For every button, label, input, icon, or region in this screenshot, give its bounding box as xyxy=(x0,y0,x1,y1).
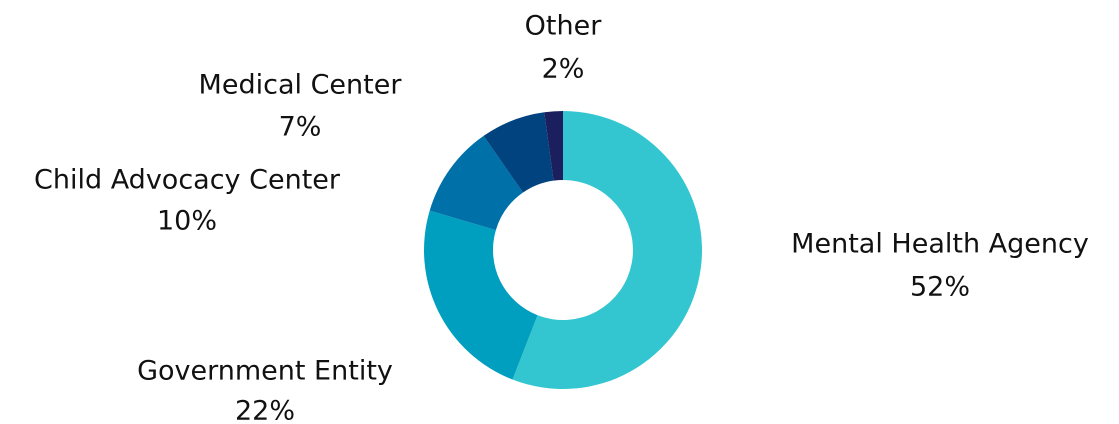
donut-slice xyxy=(544,111,563,181)
donut-slice xyxy=(512,111,702,389)
slice-value-label: 10% xyxy=(157,206,217,237)
slice-label: Mental Health Agency xyxy=(791,229,1089,260)
donut-slice xyxy=(483,112,554,193)
slice-label: Other xyxy=(525,11,603,42)
slice-label: Medical Center xyxy=(199,70,403,101)
donut-slice xyxy=(429,135,524,231)
slice-label: Government Entity xyxy=(137,356,393,387)
slice-label: Child Advocacy Center xyxy=(34,165,341,196)
donut-slice xyxy=(423,210,538,380)
slice-value-label: 7% xyxy=(279,112,322,143)
slice-value-label: 22% xyxy=(235,396,295,424)
slice-value-label: 2% xyxy=(542,54,585,85)
slice-value-label: 52% xyxy=(910,272,970,303)
